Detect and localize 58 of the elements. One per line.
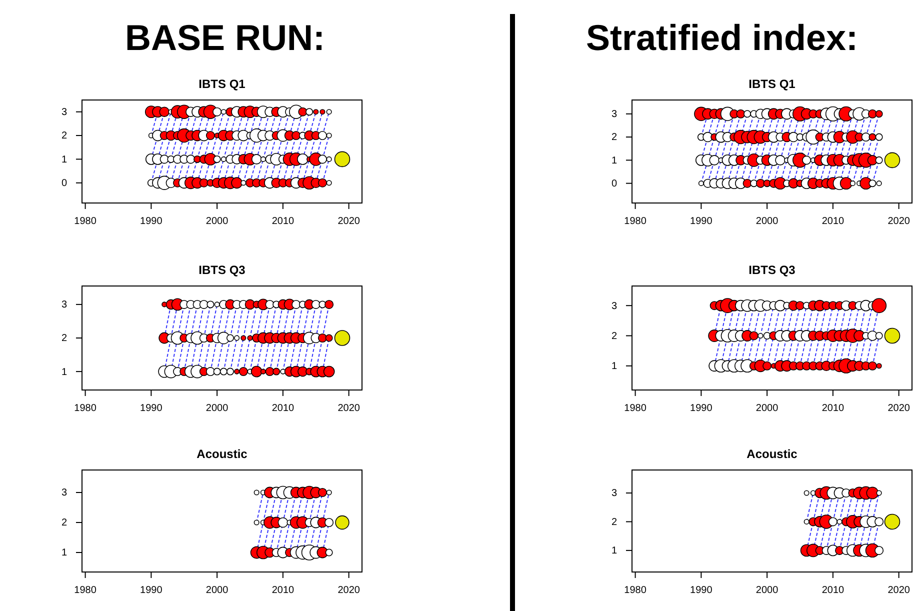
- x-tick-label: 2020: [888, 216, 910, 227]
- y-tick-label: 1: [611, 155, 618, 166]
- chart-title: IBTS Q3: [748, 263, 796, 277]
- x-tick-label: 1980: [74, 403, 97, 414]
- chart-title: Acoustic: [196, 447, 248, 461]
- x-tick-label: 2020: [338, 216, 360, 227]
- x-tick-label: 1990: [690, 216, 713, 227]
- y-tick-label: 1: [61, 366, 68, 378]
- y-tick-label: 1: [61, 548, 68, 559]
- x-tick-label: 1990: [140, 585, 163, 596]
- x-tick-label: 1990: [690, 585, 713, 596]
- x-tick-label: 1990: [690, 403, 713, 414]
- x-tick-label: 2010: [272, 216, 294, 227]
- x-tick-label: 1980: [624, 216, 647, 227]
- x-tick-label: 2000: [756, 403, 779, 414]
- x-tick-label: 1980: [74, 216, 97, 227]
- y-tick-label: 0: [611, 178, 618, 190]
- text: BASE RUN:: [124, 17, 326, 58]
- y-tick-label: 0: [61, 178, 68, 190]
- y-tick-label: 3: [611, 109, 618, 120]
- x-tick-label: 2000: [756, 585, 779, 596]
- y-tick-label: 1: [611, 546, 618, 557]
- x-tick-label: 2020: [338, 585, 360, 596]
- x-tick-label: 2010: [822, 403, 844, 414]
- y-tick-label: 2: [611, 132, 618, 144]
- y-tick-label: 2: [61, 130, 68, 142]
- x-tick-label: 2000: [206, 216, 229, 227]
- y-tick-label: 1: [61, 154, 68, 166]
- text: Stratified index:: [586, 17, 858, 58]
- chart-title: IBTS Q1: [748, 77, 796, 91]
- y-tick-label: 1: [611, 361, 618, 372]
- x-tick-label: 2000: [756, 216, 779, 227]
- chart-title: IBTS Q1: [198, 77, 246, 91]
- y-tick-label: 2: [611, 516, 618, 528]
- x-tick-label: 1980: [74, 585, 97, 596]
- x-tick-label: 2000: [206, 585, 229, 596]
- y-tick-label: 3: [611, 488, 618, 500]
- chart-title: IBTS Q3: [198, 263, 246, 277]
- x-tick-label: 2020: [888, 585, 910, 596]
- x-tick-label: 2010: [272, 403, 294, 414]
- y-tick-label: 3: [61, 488, 68, 499]
- x-tick-label: 1990: [140, 403, 163, 414]
- y-tick-label: 2: [61, 518, 68, 529]
- x-tick-label: 2010: [272, 585, 294, 596]
- y-tick-label: 3: [611, 300, 618, 312]
- x-tick-label: 2020: [888, 403, 910, 414]
- y-tick-label: 3: [61, 300, 68, 311]
- chart-title: Acoustic: [746, 447, 798, 461]
- x-tick-label: 2020: [338, 403, 360, 414]
- y-tick-label: 3: [61, 107, 68, 118]
- x-tick-label: 1980: [624, 585, 647, 596]
- y-tick-label: 2: [611, 330, 618, 342]
- x-tick-label: 2000: [206, 403, 229, 414]
- x-tick-label: 2010: [822, 216, 844, 227]
- x-tick-label: 1990: [140, 216, 163, 227]
- x-tick-label: 1980: [624, 403, 647, 414]
- y-tick-label: 2: [61, 333, 68, 344]
- x-tick-label: 2010: [822, 585, 844, 596]
